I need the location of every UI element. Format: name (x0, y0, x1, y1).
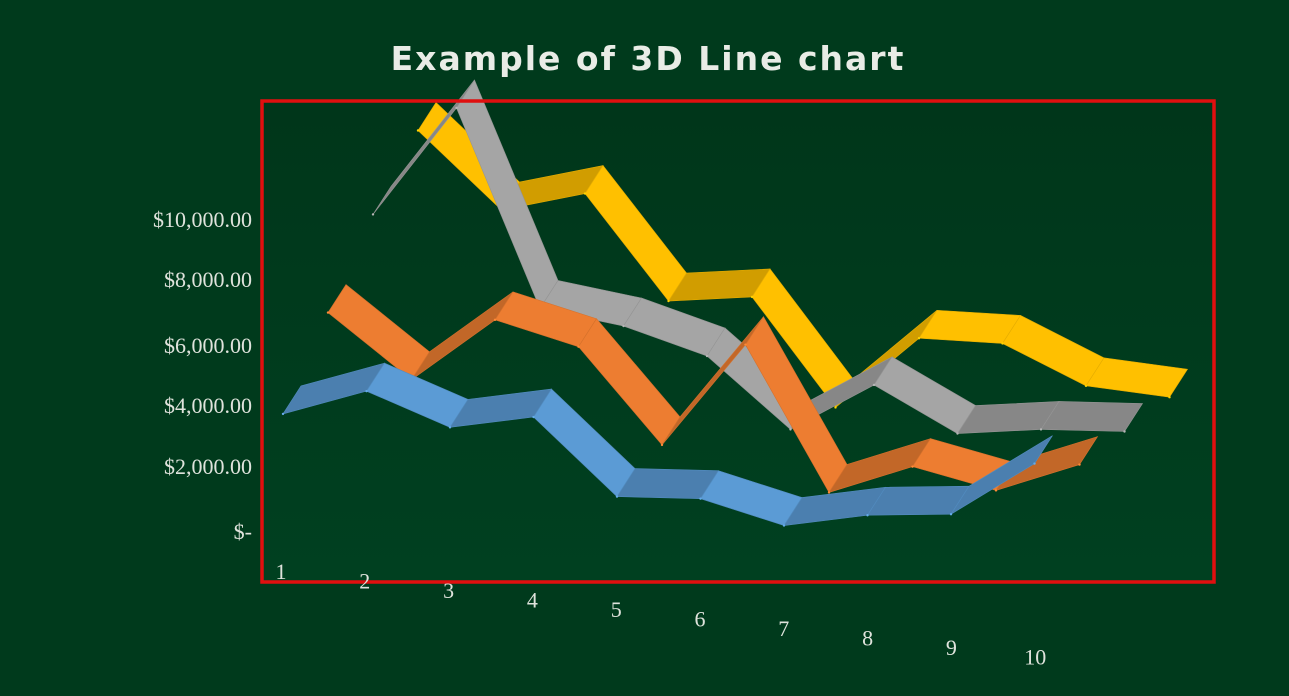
series-4-point (667, 299, 670, 303)
x-tick-label: 5 (611, 597, 622, 622)
series-2-point (911, 465, 914, 468)
chart-title-text: Example of 3D Line chart (391, 39, 906, 78)
series-4-point (1001, 342, 1004, 345)
x-axis: 1 2 3 4 5 6 7 8 9 10 (276, 559, 1047, 670)
series-1-point (949, 513, 953, 516)
series-4-point (416, 129, 420, 132)
x-tick-label: 1 (276, 559, 287, 584)
series-4-point (583, 192, 587, 195)
series-3-point (872, 383, 876, 387)
series-3-point (455, 106, 458, 110)
series-1-point (1033, 462, 1036, 465)
series-layer (281, 79, 1189, 527)
y-tick-label: $6,000.00 (164, 333, 252, 358)
series-4-ribbon (416, 102, 1189, 409)
series-3-point (789, 428, 792, 431)
y-tick-label: $8,000.00 (164, 267, 252, 292)
series-1-point (866, 514, 869, 517)
series-2-point (744, 343, 747, 346)
series-1-point (782, 524, 786, 527)
series-2-point (577, 345, 580, 348)
chart-title: Example of 3D Line chart (391, 39, 906, 78)
series-2-point (994, 489, 998, 492)
plot-area-border (260, 99, 1216, 584)
series-3-point (1039, 428, 1043, 431)
series-4-point (834, 406, 837, 409)
series-3-point (1123, 430, 1126, 433)
series-3-point (956, 432, 959, 435)
series-1-point (365, 389, 368, 393)
series-4-point (1084, 384, 1088, 388)
y-tick-label: $- (234, 519, 252, 544)
y-tick-label: $10,000.00 (153, 207, 252, 232)
series-2-point (1078, 463, 1081, 466)
series-4-segment (1085, 357, 1189, 398)
series-1-point (281, 412, 285, 416)
series-3-segment (1040, 401, 1144, 432)
y-tick-label: $4,000.00 (164, 393, 252, 418)
series-1-point (699, 497, 702, 500)
series-2-point (827, 491, 831, 494)
y-axis: $- $2,000.00 $4,000.00 $6,000.00 $8,000.00 $1… (153, 207, 252, 544)
series-1-point (448, 426, 452, 429)
series-1-point (532, 415, 535, 419)
series-2-point (660, 443, 664, 447)
series-1-segment (950, 435, 1053, 515)
series-1-point (615, 495, 619, 498)
series-4-segment (918, 309, 1022, 344)
series-4-point (750, 295, 754, 299)
x-tick-label: 8 (862, 626, 873, 651)
series-4-point (917, 337, 921, 340)
x-tick-label: 4 (527, 588, 538, 613)
series-2-ribbon (326, 284, 1099, 494)
x-tick-label: 2 (359, 569, 370, 594)
series-2-point (493, 318, 497, 322)
x-tick-label: 6 (695, 607, 706, 632)
x-tick-label: 7 (778, 616, 789, 641)
series-3-point (705, 354, 709, 358)
x-tick-label: 3 (443, 578, 454, 603)
series-2-point (326, 311, 330, 314)
x-tick-label: 10 (1024, 645, 1046, 670)
y-tick-label: $2,000.00 (164, 454, 252, 479)
x-tick-label: 9 (946, 635, 957, 660)
series-1-ribbon (281, 362, 1053, 527)
series-3-point (371, 213, 375, 216)
series-3-point (622, 324, 625, 328)
series-4-point (1168, 395, 1171, 399)
